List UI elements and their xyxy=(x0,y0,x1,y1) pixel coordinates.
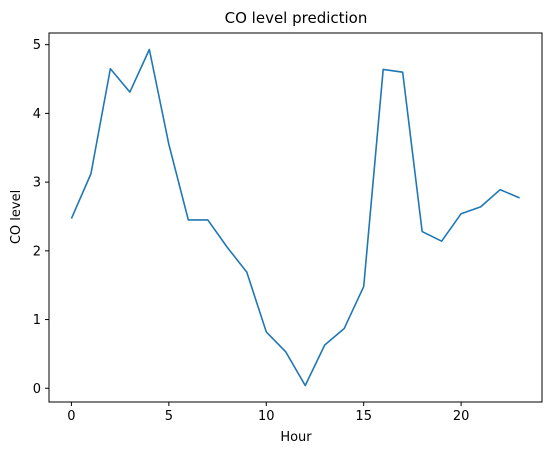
y-tick-label: 4 xyxy=(33,107,41,122)
y-tick-label: 3 xyxy=(33,176,41,191)
chart-title: CO level prediction xyxy=(225,9,368,27)
x-tick-label: 5 xyxy=(165,409,173,424)
y-tick-label: 5 xyxy=(33,38,41,53)
x-tick-label: 15 xyxy=(355,409,372,424)
x-tick-label: 0 xyxy=(67,409,75,424)
y-tick-label: 1 xyxy=(33,313,41,328)
y-tick-label: 2 xyxy=(33,244,41,259)
y-axis-label: CO level xyxy=(9,190,24,244)
y-tick-label: 0 xyxy=(33,382,41,397)
plot-frame xyxy=(48,32,543,403)
x-tick-label: 20 xyxy=(453,409,470,424)
x-axis-label: Hour xyxy=(280,430,312,445)
x-tick-label: 10 xyxy=(258,409,275,424)
series-layer xyxy=(70,48,520,387)
y-axis: 0 1 2 3 4 5 xyxy=(33,38,49,397)
series-line xyxy=(70,48,520,387)
x-axis: 0 5 10 15 20 xyxy=(67,402,469,424)
